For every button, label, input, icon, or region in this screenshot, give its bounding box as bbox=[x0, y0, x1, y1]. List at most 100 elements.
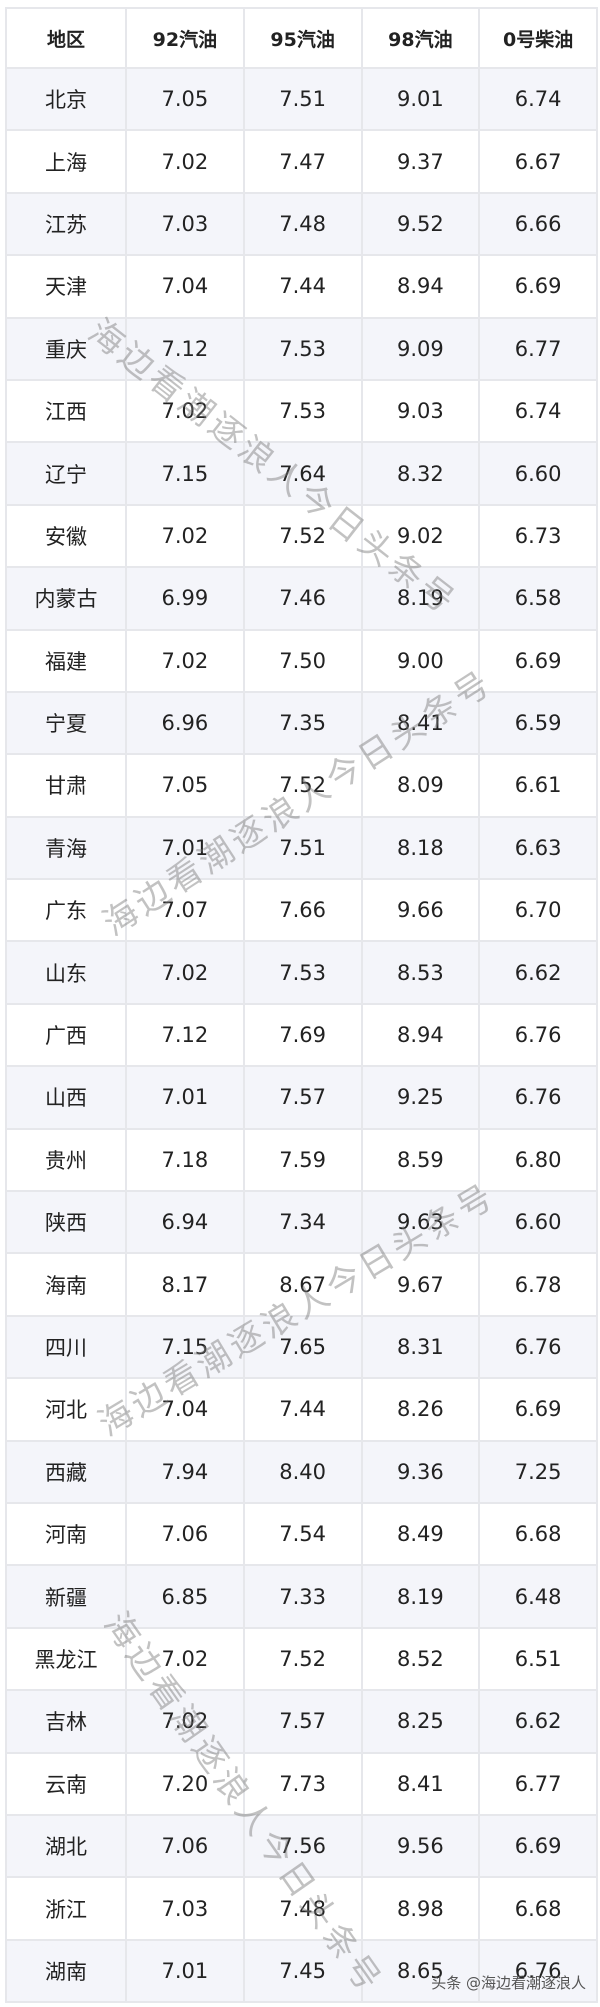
cell-price-95: 7.53 bbox=[242, 378, 363, 444]
cell-price-98: 9.01 bbox=[360, 66, 481, 132]
table-row: 陕西 6.94 7.34 9.63 6.60 bbox=[5, 1190, 598, 1255]
source-credit: 头条 @海边看潮逐浪人 bbox=[431, 1974, 586, 1992]
table-row: 安徽 7.02 7.52 9.02 6.73 bbox=[5, 503, 598, 569]
cell-price-diesel: 6.69 bbox=[478, 1377, 598, 1442]
cell-price-98: 8.49 bbox=[360, 1501, 481, 1567]
cell-price-92: 7.01 bbox=[125, 1065, 245, 1130]
cell-region: 江苏 bbox=[5, 191, 127, 257]
cell-price-95: 7.51 bbox=[242, 66, 363, 132]
table-row: 河北 7.04 7.44 8.26 6.69 bbox=[5, 1377, 598, 1442]
cell-price-95: 7.66 bbox=[242, 878, 363, 943]
cell-price-95: 7.65 bbox=[242, 1314, 363, 1380]
table-row: 新疆 6.85 7.33 8.19 6.48 bbox=[5, 1564, 598, 1629]
cell-region: 山西 bbox=[5, 1065, 127, 1130]
cell-price-95: 7.73 bbox=[242, 1751, 363, 1816]
table-row: 黑龙江 7.02 7.52 8.52 6.51 bbox=[5, 1626, 598, 1692]
table-row: 江苏 7.03 7.48 9.52 6.66 bbox=[5, 191, 598, 257]
cell-price-92: 6.99 bbox=[125, 566, 245, 631]
cell-price-diesel: 6.68 bbox=[478, 1501, 598, 1567]
cell-price-92: 6.96 bbox=[125, 690, 245, 756]
cell-region: 辽宁 bbox=[5, 441, 127, 506]
cell-region: 新疆 bbox=[5, 1564, 127, 1629]
cell-price-95: 7.45 bbox=[242, 1938, 363, 2004]
table-row: 海南 8.17 8.67 9.67 6.78 bbox=[5, 1252, 598, 1317]
cell-price-92: 7.06 bbox=[125, 1501, 245, 1567]
cell-price-diesel: 6.69 bbox=[478, 628, 598, 693]
cell-price-95: 7.46 bbox=[242, 566, 363, 631]
cell-price-95: 7.52 bbox=[242, 1626, 363, 1692]
cell-region: 湖南 bbox=[5, 1938, 127, 2004]
table-row: 甘肃 7.05 7.52 8.09 6.61 bbox=[5, 753, 598, 818]
table-row: 吉林 7.02 7.57 8.25 6.62 bbox=[5, 1689, 598, 1754]
cell-price-diesel: 6.74 bbox=[478, 66, 598, 132]
table-row: 云南 7.20 7.73 8.41 6.77 bbox=[5, 1751, 598, 1816]
table-row: 贵州 7.18 7.59 8.59 6.80 bbox=[5, 1127, 598, 1193]
cell-price-98: 8.98 bbox=[360, 1876, 481, 1941]
cell-price-95: 7.33 bbox=[242, 1564, 363, 1629]
cell-region: 甘肃 bbox=[5, 753, 127, 818]
cell-region: 上海 bbox=[5, 129, 127, 194]
header-95: 95汽油 bbox=[242, 7, 363, 69]
cell-price-95: 7.57 bbox=[242, 1689, 363, 1754]
cell-region: 青海 bbox=[5, 815, 127, 881]
cell-price-98: 8.59 bbox=[360, 1127, 481, 1193]
table-row: 上海 7.02 7.47 9.37 6.67 bbox=[5, 129, 598, 194]
cell-price-92: 7.01 bbox=[125, 1938, 245, 2004]
cell-price-95: 7.57 bbox=[242, 1065, 363, 1130]
cell-price-98: 8.65 bbox=[360, 1938, 481, 2004]
cell-price-98: 9.56 bbox=[360, 1813, 481, 1879]
cell-price-diesel: 6.76 bbox=[478, 1938, 598, 2004]
header-98: 98汽油 bbox=[360, 7, 481, 69]
cell-price-diesel: 7.25 bbox=[478, 1439, 598, 1504]
cell-price-98: 8.19 bbox=[360, 566, 481, 631]
cell-region: 山东 bbox=[5, 940, 127, 1005]
cell-price-98: 9.00 bbox=[360, 628, 481, 693]
cell-price-98: 9.66 bbox=[360, 878, 481, 943]
cell-price-diesel: 6.77 bbox=[478, 1751, 598, 1816]
cell-price-98: 8.53 bbox=[360, 940, 481, 1005]
cell-region: 浙江 bbox=[5, 1876, 127, 1941]
cell-price-95: 8.40 bbox=[242, 1439, 363, 1504]
cell-region: 广东 bbox=[5, 878, 127, 943]
table-row: 福建 7.02 7.50 9.00 6.69 bbox=[5, 628, 598, 693]
cell-price-95: 7.69 bbox=[242, 1002, 363, 1068]
cell-price-92: 7.02 bbox=[125, 1689, 245, 1754]
cell-price-92: 7.02 bbox=[125, 940, 245, 1005]
cell-price-92: 7.04 bbox=[125, 254, 245, 319]
cell-region: 北京 bbox=[5, 66, 127, 132]
cell-price-diesel: 6.67 bbox=[478, 129, 598, 194]
cell-region: 宁夏 bbox=[5, 690, 127, 756]
cell-price-diesel: 6.70 bbox=[478, 878, 598, 943]
cell-price-92: 6.94 bbox=[125, 1190, 245, 1255]
cell-price-95: 7.44 bbox=[242, 254, 363, 319]
cell-region: 河北 bbox=[5, 1377, 127, 1442]
cell-price-95: 7.52 bbox=[242, 503, 363, 569]
cell-price-diesel: 6.76 bbox=[478, 1314, 598, 1380]
cell-price-95: 8.67 bbox=[242, 1252, 363, 1317]
cell-price-92: 7.02 bbox=[125, 503, 245, 569]
cell-price-98: 9.52 bbox=[360, 191, 481, 257]
cell-price-92: 7.20 bbox=[125, 1751, 245, 1816]
cell-price-diesel: 6.51 bbox=[478, 1626, 598, 1692]
cell-price-95: 7.53 bbox=[242, 940, 363, 1005]
cell-region: 广西 bbox=[5, 1002, 127, 1068]
cell-price-diesel: 6.78 bbox=[478, 1252, 598, 1317]
cell-region: 西藏 bbox=[5, 1439, 127, 1504]
cell-price-92: 7.15 bbox=[125, 441, 245, 506]
cell-price-95: 7.54 bbox=[242, 1501, 363, 1567]
table-row: 江西 7.02 7.53 9.03 6.74 bbox=[5, 378, 598, 444]
cell-price-95: 7.50 bbox=[242, 628, 363, 693]
cell-region: 陕西 bbox=[5, 1190, 127, 1255]
cell-region: 河南 bbox=[5, 1501, 127, 1567]
cell-price-92: 7.02 bbox=[125, 378, 245, 444]
cell-price-92: 7.04 bbox=[125, 1377, 245, 1442]
cell-region: 福建 bbox=[5, 628, 127, 693]
cell-price-92: 7.18 bbox=[125, 1127, 245, 1193]
cell-price-95: 7.47 bbox=[242, 129, 363, 194]
cell-price-98: 9.09 bbox=[360, 316, 481, 381]
cell-price-95: 7.48 bbox=[242, 191, 363, 257]
cell-price-92: 7.05 bbox=[125, 753, 245, 818]
cell-price-diesel: 6.69 bbox=[478, 1813, 598, 1879]
cell-price-diesel: 6.74 bbox=[478, 378, 598, 444]
cell-region: 安徽 bbox=[5, 503, 127, 569]
